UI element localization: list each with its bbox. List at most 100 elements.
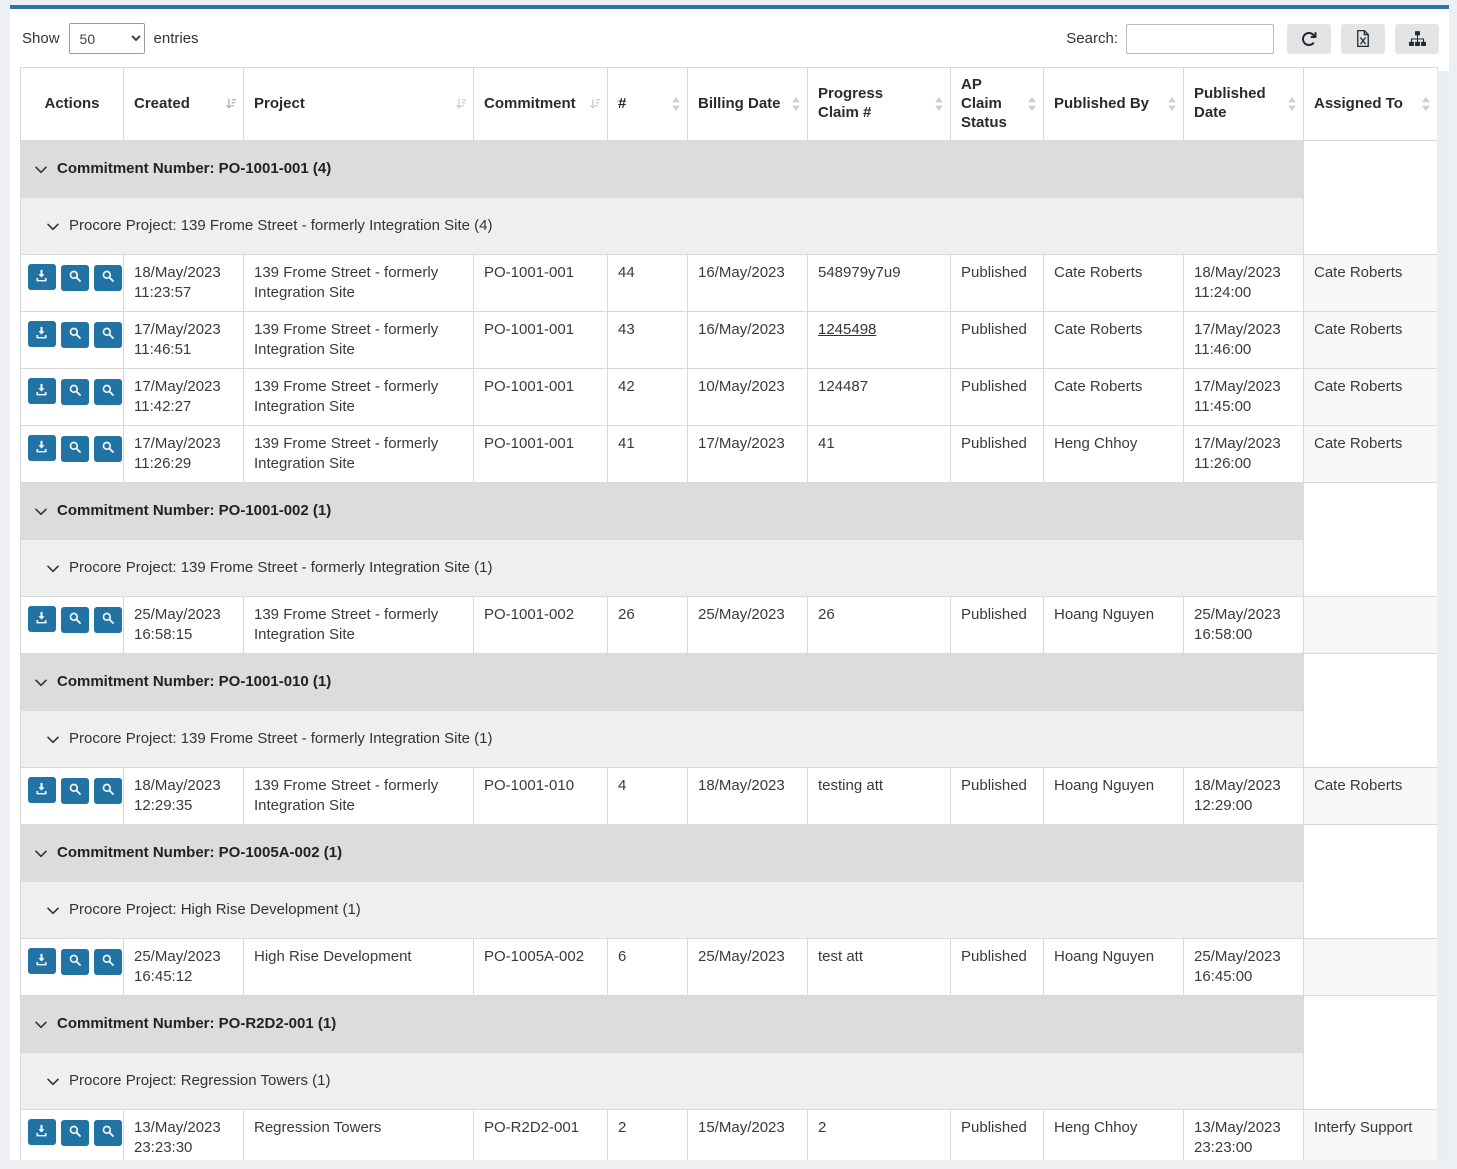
commitment-group-row[interactable]: Commitment Number: PO-1001-002 (1) (20, 482, 1438, 541)
search-button[interactable] (93, 777, 122, 804)
page-size-select[interactable]: 50 (68, 23, 145, 54)
commitment-group-row[interactable]: Commitment Number: PO-1001-001 (4) (20, 140, 1438, 199)
column-header-published-date[interactable]: Published Date (1183, 66, 1304, 142)
download-icon (34, 952, 49, 970)
search-button[interactable] (93, 435, 122, 462)
cell-number: 41 (607, 425, 688, 484)
column-header-col[interactable]: # (607, 66, 688, 142)
cell-progress-claim: 41 (807, 425, 951, 484)
column-label: Published Date (1194, 85, 1266, 122)
download-button[interactable] (27, 948, 56, 975)
search-button[interactable] (93, 606, 122, 633)
column-label: Created (134, 94, 190, 112)
commitment-group-row-cell[interactable]: Commitment Number: PO-1005A-002 (1) (20, 824, 1304, 883)
column-header-ap-claim-status[interactable]: AP Claim Status (950, 66, 1044, 142)
project-group-row-cell[interactable]: Procore Project: 139 Frome Street - form… (20, 710, 1304, 769)
cell-project-value: 139 Frome Street - formerly Integration … (254, 606, 439, 644)
commitment-group-row[interactable]: Commitment Number: PO-1001-010 (1) (20, 653, 1438, 712)
refresh-button[interactable] (1287, 23, 1331, 54)
project-group-row-cell[interactable]: Procore Project: 139 Frome Street - form… (20, 197, 1304, 256)
group-label: Commitment Number: PO-R2D2-001 (1) (57, 1015, 337, 1033)
cell-commitment: PO-1001-001 (473, 425, 608, 484)
cell-published-date: 25/May/2023 16:45:00 (1183, 938, 1304, 997)
column-header-progress-claim[interactable]: Progress Claim # (807, 66, 951, 142)
column-header-published-by[interactable]: Published By (1043, 66, 1184, 142)
cell-commitment-value: PO-R2D2-001 (484, 1119, 580, 1137)
view-button[interactable] (60, 435, 89, 462)
cell-number: 4 (607, 767, 688, 826)
commitment-group-row-cell[interactable]: Commitment Number: PO-1001-010 (1) (20, 653, 1304, 712)
search-input[interactable] (1126, 23, 1274, 54)
commitment-group-row-cell[interactable]: Commitment Number: PO-1001-001 (4) (20, 140, 1304, 199)
search-button[interactable] (93, 1119, 122, 1146)
column-header-commitment[interactable]: Commitment (473, 66, 608, 142)
project-group-row-cell[interactable]: Procore Project: Regression Towers (1) (20, 1052, 1304, 1111)
view-button[interactable] (60, 378, 89, 405)
download-button[interactable] (27, 606, 56, 633)
view-button[interactable] (60, 948, 89, 975)
column-header-created[interactable]: Created (123, 66, 244, 142)
search-button[interactable] (93, 948, 122, 975)
project-group-row[interactable]: Procore Project: 139 Frome Street - form… (20, 710, 1438, 769)
cell-assigned-to-value: Cate Roberts (1314, 435, 1403, 453)
chevron-down-icon (35, 673, 47, 692)
column-label: Commitment (484, 94, 576, 112)
cell-ap-claim-status: Published (950, 368, 1044, 427)
table-row: 25/May/2023 16:45:12 High Rise Developmen… (20, 938, 1438, 997)
search-icon (101, 440, 115, 457)
view-button[interactable] (60, 606, 89, 633)
commitment-group-row-cell[interactable]: Commitment Number: PO-R2D2-001 (1) (20, 995, 1304, 1054)
download-button[interactable] (27, 264, 56, 291)
sitemap-icon (1408, 31, 1426, 46)
cell-created: 18/May/2023 12:29:35 (123, 767, 244, 826)
cell-assigned-to: Cate Roberts (1303, 767, 1438, 826)
column-header-project[interactable]: Project (243, 66, 474, 142)
download-button[interactable] (27, 321, 56, 348)
commitment-group-row[interactable]: Commitment Number: PO-1005A-002 (1) (20, 824, 1438, 883)
vertical-scrollbar[interactable] (1437, 71, 1449, 1160)
project-group-row[interactable]: Procore Project: High Rise Development (… (20, 881, 1438, 940)
cell-ap-claim-status: Published (950, 767, 1044, 826)
project-group-row[interactable]: Procore Project: 139 Frome Street - form… (20, 197, 1438, 256)
view-button[interactable] (60, 1119, 89, 1146)
project-group-row-cell[interactable]: Procore Project: 139 Frome Street - form… (20, 539, 1304, 598)
column-header-assigned-to[interactable]: Assigned To (1303, 66, 1438, 142)
cell-assigned-to-value: Cate Roberts (1314, 777, 1403, 795)
cell-actions (20, 938, 124, 997)
download-button[interactable] (27, 1119, 56, 1146)
cell-commitment: PO-R2D2-001 (473, 1109, 608, 1160)
search-button[interactable] (93, 264, 122, 291)
search-button[interactable] (93, 378, 122, 405)
cell-created-value: 17/May/2023 11:42:27 (134, 378, 221, 416)
cell-created-value: 18/May/2023 11:23:57 (134, 264, 221, 302)
cell-commitment-value: PO-1001-010 (484, 777, 575, 795)
cell-number-value: 6 (618, 948, 627, 966)
cell-progress-claim: 548979y7u9 (807, 254, 951, 313)
cell-assigned-to: Cate Roberts (1303, 254, 1438, 313)
hierarchy-button[interactable] (1395, 23, 1439, 54)
search-button[interactable] (93, 321, 122, 348)
commitment-group-row-cell[interactable]: Commitment Number: PO-1001-002 (1) (20, 482, 1304, 541)
view-button[interactable] (60, 321, 89, 348)
download-button[interactable] (27, 777, 56, 804)
cell-actions (20, 311, 124, 370)
project-group-row[interactable]: Procore Project: 139 Frome Street - form… (20, 539, 1438, 598)
cell-project-value: High Rise Development (254, 948, 412, 966)
project-group-row[interactable]: Procore Project: Regression Towers (1) (20, 1052, 1438, 1111)
cell-commitment: PO-1001-001 (473, 368, 608, 427)
column-header-billing-date[interactable]: Billing Date (687, 66, 808, 142)
download-button[interactable] (27, 435, 56, 462)
table-wrap: Actions Created Project Commitment # Billing … (20, 66, 1439, 1160)
commitment-group-row[interactable]: Commitment Number: PO-R2D2-001 (1) (20, 995, 1438, 1054)
project-group-row-cell[interactable]: Procore Project: High Rise Development (… (20, 881, 1304, 940)
cell-project: 139 Frome Street - formerly Integration … (243, 425, 474, 484)
cell-created: 25/May/2023 16:58:15 (123, 596, 244, 655)
cell-billing-date-value: 17/May/2023 (698, 435, 785, 453)
view-button[interactable] (60, 264, 89, 291)
column-header-actions: Actions (20, 66, 124, 142)
view-button[interactable] (60, 777, 89, 804)
cell-progress-claim-value: 2 (818, 1119, 827, 1137)
download-button[interactable] (27, 378, 56, 405)
progress-claim-link[interactable]: 1245498 (818, 321, 877, 339)
export-excel-button[interactable] (1341, 23, 1385, 54)
